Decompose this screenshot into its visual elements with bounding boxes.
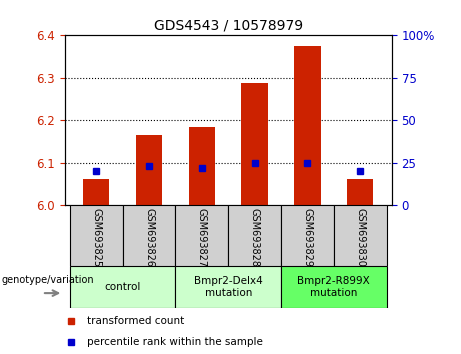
Bar — [136, 135, 162, 205]
Bar — [242, 83, 268, 205]
Bar — [294, 46, 320, 205]
Text: GSM693825: GSM693825 — [91, 208, 101, 268]
Text: Bmpr2-R899X
mutation: Bmpr2-R899X mutation — [297, 276, 370, 298]
Bar — [281, 205, 334, 266]
Text: Bmpr2-Delx4
mutation: Bmpr2-Delx4 mutation — [194, 276, 263, 298]
Text: genotype/variation: genotype/variation — [1, 275, 94, 285]
Text: percentile rank within the sample: percentile rank within the sample — [88, 337, 263, 348]
Bar — [189, 127, 215, 205]
Bar — [83, 179, 109, 205]
Bar — [334, 205, 387, 266]
Bar — [281, 266, 387, 308]
Text: GSM693830: GSM693830 — [355, 208, 365, 267]
Text: transformed count: transformed count — [88, 316, 185, 326]
Text: GSM693826: GSM693826 — [144, 208, 154, 267]
Bar — [175, 266, 281, 308]
Text: control: control — [105, 282, 141, 292]
Bar — [123, 205, 175, 266]
Bar — [347, 179, 373, 205]
Text: GSM693829: GSM693829 — [302, 208, 313, 267]
Bar — [70, 205, 123, 266]
Title: GDS4543 / 10578979: GDS4543 / 10578979 — [154, 19, 303, 33]
Bar — [175, 205, 228, 266]
Bar — [70, 266, 175, 308]
Bar — [228, 205, 281, 266]
Text: GSM693828: GSM693828 — [249, 208, 260, 267]
Text: GSM693827: GSM693827 — [197, 208, 207, 268]
